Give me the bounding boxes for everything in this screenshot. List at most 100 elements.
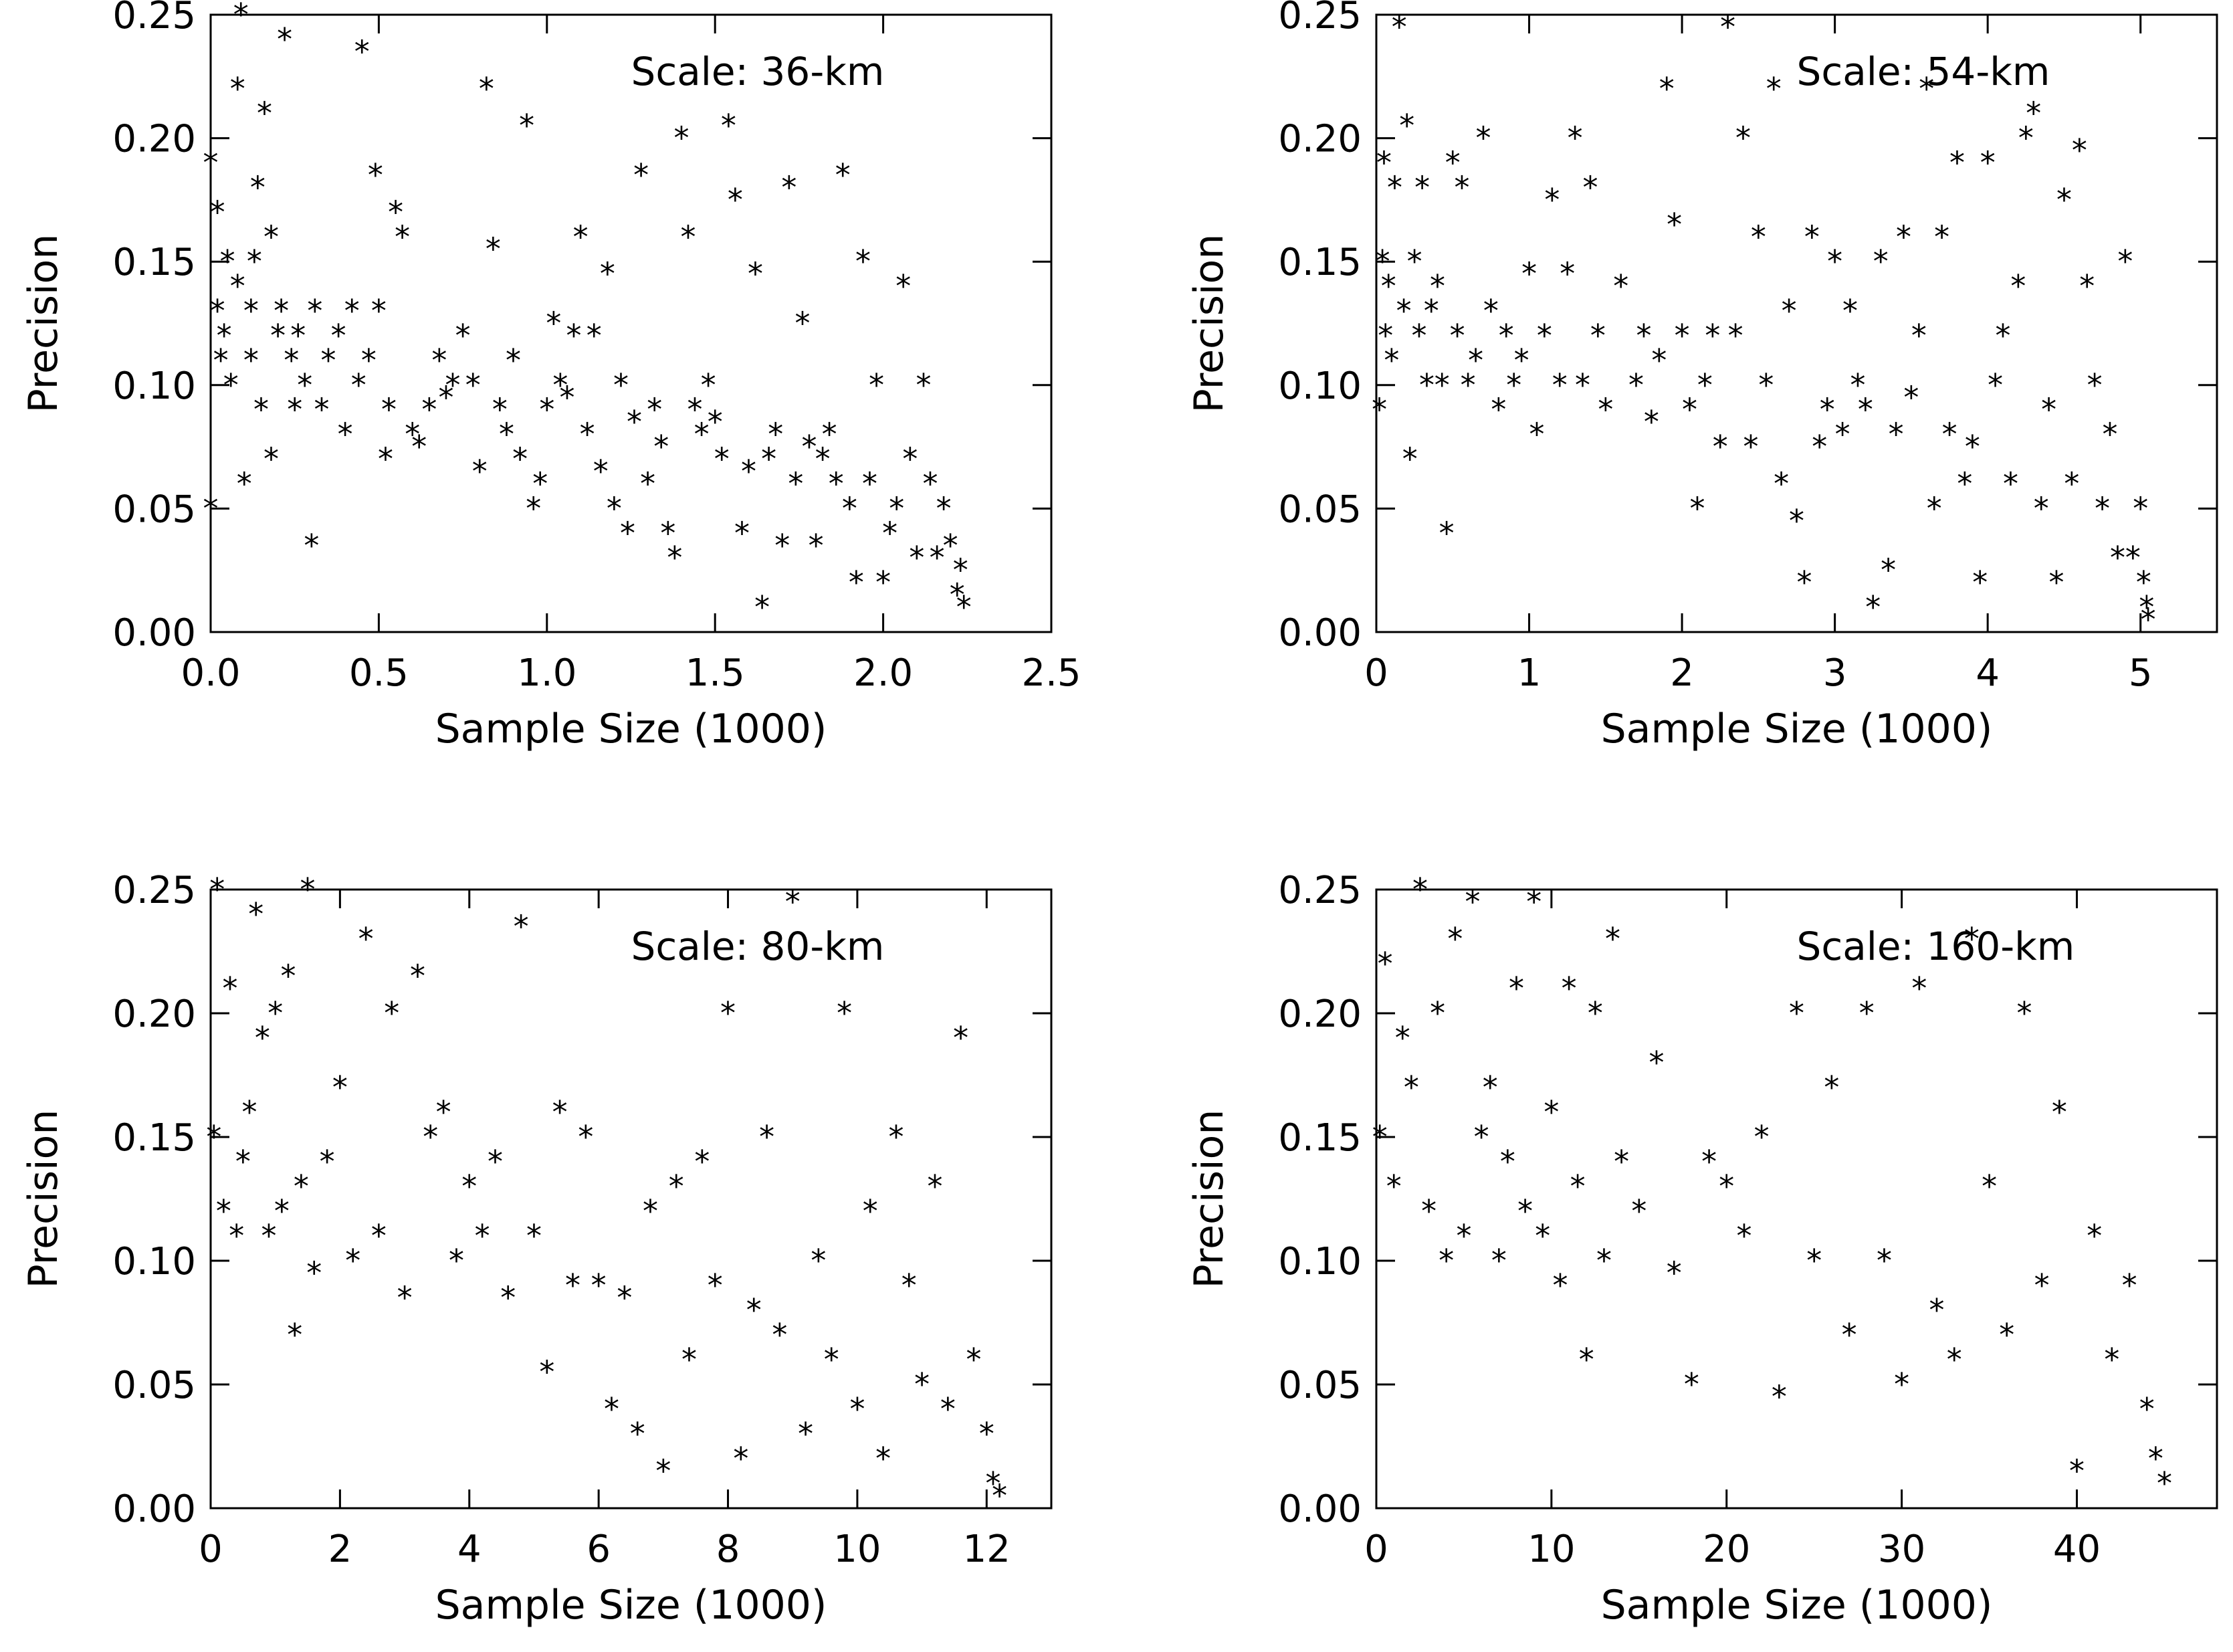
data-point: * (2134, 564, 2153, 601)
data-point: * (1373, 243, 1392, 280)
y-tick-label: 0.15 (1278, 241, 1362, 284)
data-point: * (1489, 392, 1508, 428)
data-point: * (1752, 1119, 1771, 1155)
data-point: * (833, 157, 852, 193)
data-point: * (796, 1416, 815, 1452)
y-tick-label: 0.10 (1278, 1240, 1362, 1283)
y-tick-label: 0.25 (112, 0, 196, 37)
data-point: * (1384, 1168, 1403, 1205)
data-point: * (266, 995, 285, 1031)
data-point: * (901, 441, 920, 478)
data-point: * (854, 243, 873, 280)
data-point: * (2116, 243, 2135, 280)
scale-label: Scale: 80-km (631, 924, 885, 969)
y-tick-label: 0.10 (112, 365, 196, 408)
data-point: * (1734, 120, 1753, 157)
data-point: * (800, 429, 819, 465)
y-tick-label: 0.10 (112, 1240, 196, 1283)
data-point: * (1568, 1168, 1587, 1205)
data-point: * (1527, 417, 1546, 453)
data-point: * (443, 367, 462, 403)
data-point: * (259, 1218, 278, 1254)
data-point: * (1927, 1292, 1946, 1328)
data-point: * (218, 243, 237, 280)
data-point: * (874, 1441, 893, 1477)
data-point: * (312, 392, 331, 428)
data-point: * (835, 995, 854, 1031)
x-axis-title: Sample Size (1000) (435, 706, 827, 752)
y-axis: 0.00 0.05 0.10 0.15 0.20 0.25 (1278, 869, 2217, 1531)
plot-frame (209, 13, 1053, 633)
y-tick-label: 0.05 (1278, 1364, 1362, 1407)
data-point: * (249, 169, 268, 205)
data-point: * (356, 921, 375, 957)
data-point: * (1841, 293, 1860, 329)
data-point: * (253, 1020, 272, 1056)
data-point: * (2137, 589, 2156, 625)
data-point: * (383, 995, 401, 1031)
data-point: * (1735, 1218, 1753, 1254)
plot-frame (209, 888, 1053, 1510)
data-point: * (867, 367, 886, 403)
data-points: ****************************************… (201, 0, 973, 625)
x-tick-label: 0 (1364, 1528, 1388, 1571)
data-point: * (286, 1317, 304, 1353)
data-point: * (641, 1193, 660, 1229)
data-point: * (1940, 417, 1959, 453)
data-point: * (484, 231, 503, 268)
data-point: * (262, 219, 281, 255)
data-point: * (1370, 1119, 1389, 1155)
data-point: * (453, 318, 472, 354)
y-axis-title: Precision (1186, 234, 1233, 413)
data-point: * (208, 293, 227, 329)
data-point: * (1803, 219, 1822, 255)
data-point: * (938, 1391, 957, 1427)
data-point: * (319, 342, 338, 379)
data-point: * (2101, 417, 2119, 453)
data-point: * (1719, 9, 1737, 45)
x-tick-label: 1.0 (517, 651, 576, 695)
data-point: * (951, 552, 970, 589)
data-point: * (1543, 182, 1562, 218)
data-point: * (1375, 145, 1394, 181)
y-tick-label: 0.00 (1278, 1487, 1362, 1531)
data-point: * (603, 1391, 621, 1427)
data-point: * (387, 194, 405, 230)
panel-scale-160km: 0.000.050.100.150.200.25 0 10 20 30 40 *****… (1186, 869, 2218, 1629)
data-point: * (1833, 417, 1852, 453)
data-point: * (2009, 268, 2028, 304)
data-point: * (2123, 540, 2142, 576)
data-point: * (550, 1094, 569, 1130)
data-point: * (331, 1069, 350, 1106)
data-point: * (1376, 946, 1394, 982)
data-point: * (409, 958, 427, 995)
data-point: * (463, 367, 482, 403)
data-point: * (1971, 564, 1990, 601)
data-point: * (1525, 884, 1544, 920)
data-point: * (282, 342, 301, 379)
data-point: * (1840, 1317, 1858, 1353)
data-point: * (665, 540, 684, 576)
data-point: * (1717, 1168, 1736, 1205)
data-point: * (2047, 564, 2066, 601)
data-point: * (1857, 995, 1876, 1031)
data-point: * (619, 515, 637, 551)
data-point: * (1948, 145, 1967, 181)
data-point: * (1595, 1243, 1614, 1279)
data-point: * (1550, 367, 1569, 403)
data-point: * (205, 1119, 223, 1155)
data-point: * (437, 379, 455, 415)
y-axis-title: Precision (20, 234, 67, 413)
y-tick-label: 0.20 (112, 993, 196, 1036)
data-point: * (840, 490, 859, 526)
data-point: * (652, 429, 671, 465)
data-point: * (366, 157, 385, 193)
data-point: * (518, 108, 536, 144)
data-point: * (977, 1416, 996, 1452)
data-point: * (1410, 318, 1428, 354)
data-point: * (336, 417, 354, 453)
data-point: * (1994, 318, 2012, 354)
y-tick-label: 0.00 (112, 611, 196, 655)
data-point: * (632, 157, 651, 193)
data-point: * (420, 392, 439, 428)
